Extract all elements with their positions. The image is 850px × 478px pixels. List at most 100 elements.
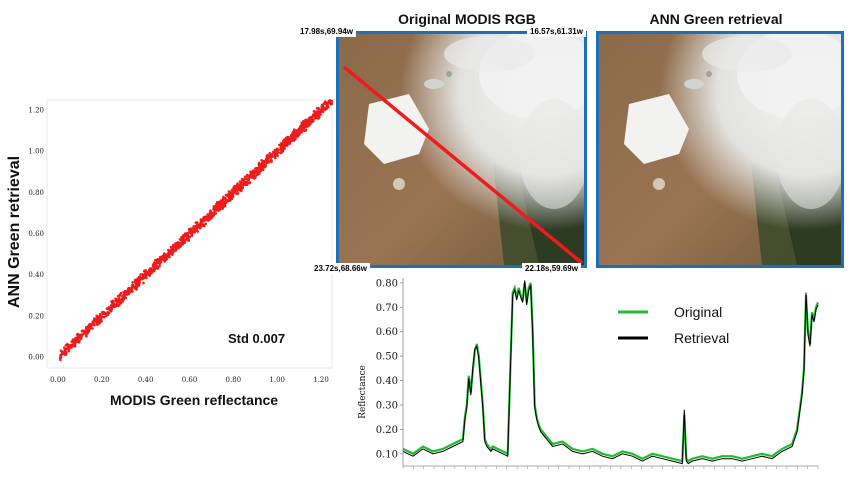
scatter-point bbox=[287, 141, 290, 145]
scatter-point bbox=[274, 156, 277, 160]
scatter-point bbox=[286, 139, 290, 142]
scatter-point bbox=[120, 297, 124, 301]
scatter-point bbox=[125, 291, 129, 295]
scatter-point bbox=[167, 254, 171, 257]
scatter-point bbox=[268, 152, 272, 155]
scatter-point bbox=[241, 179, 244, 183]
scatter-point bbox=[270, 159, 273, 162]
scatter-point bbox=[66, 342, 69, 346]
scatter-point bbox=[245, 173, 249, 177]
scatter-point bbox=[315, 114, 319, 117]
scatter-point bbox=[321, 108, 325, 111]
scatter-point bbox=[142, 281, 145, 285]
scatter-point bbox=[127, 292, 131, 296]
scatter-point bbox=[305, 123, 308, 126]
scatter-x-tick: 0.40 bbox=[138, 376, 154, 384]
scatter-point bbox=[80, 333, 83, 336]
scatter-point bbox=[283, 138, 286, 141]
scatter-y-tick: 0.00 bbox=[28, 354, 44, 362]
scatter-point bbox=[63, 346, 66, 349]
std-label: Std 0.007 bbox=[228, 331, 286, 346]
scatter-point bbox=[118, 297, 121, 300]
scatter-point bbox=[216, 207, 219, 210]
scatter-point bbox=[221, 199, 225, 202]
coord-bottom-right: 22.18s,59.69w bbox=[522, 263, 581, 274]
legend-retrieval-label: Retrieval bbox=[674, 330, 729, 346]
scatter-point bbox=[316, 110, 320, 113]
scatter-point bbox=[232, 185, 236, 189]
original-image-title: Original MODIS RGB bbox=[398, 11, 536, 27]
scatter-point bbox=[261, 168, 265, 171]
coord-top-right: 16.57s,61.31w bbox=[527, 26, 586, 37]
scatter-point bbox=[103, 312, 107, 316]
scatter-point bbox=[106, 312, 109, 316]
scatter-point bbox=[252, 176, 255, 179]
scatter-point bbox=[290, 135, 294, 138]
scatter-point bbox=[172, 243, 175, 247]
scatter-point bbox=[310, 115, 314, 119]
scatter-point bbox=[179, 241, 183, 245]
scatter-point bbox=[300, 121, 304, 125]
scatter-point bbox=[91, 323, 95, 326]
scatter-point bbox=[156, 267, 160, 270]
scatter-point bbox=[215, 209, 219, 212]
line-series bbox=[402, 280, 820, 465]
original-modis-image bbox=[336, 31, 587, 268]
scatter-point bbox=[123, 292, 127, 295]
scatter-point bbox=[73, 345, 77, 348]
scatter-point bbox=[185, 235, 189, 238]
scatter-y-tick: 0.60 bbox=[28, 230, 44, 238]
scatter-point bbox=[202, 216, 205, 219]
line-legend: Original Retrieval bbox=[618, 304, 729, 346]
scatter-point bbox=[63, 349, 67, 353]
scatter-point bbox=[218, 208, 222, 211]
scatter-point bbox=[247, 182, 251, 185]
scatter-point bbox=[206, 219, 209, 222]
scatter-point bbox=[296, 135, 299, 138]
scatter-point bbox=[103, 315, 106, 319]
scatter-ticks: 0.00 0.20 0.40 0.60 0.80 1.00 1.20 0.00 0.20 0.40… bbox=[28, 106, 328, 384]
scatter-point bbox=[226, 199, 230, 203]
scatter-point-cloud bbox=[58, 99, 334, 362]
scatter-point bbox=[209, 210, 213, 214]
scatter-point bbox=[135, 288, 138, 291]
transect-line bbox=[342, 65, 584, 265]
scatter-point bbox=[301, 127, 304, 131]
scatter-point bbox=[123, 295, 126, 299]
scatter-point bbox=[250, 172, 254, 175]
scatter-point bbox=[131, 281, 134, 284]
scatter-point bbox=[96, 321, 99, 324]
scatter-point bbox=[110, 304, 114, 307]
line-y-tick: 0.30 bbox=[376, 400, 398, 411]
scatter-point bbox=[175, 244, 178, 248]
scatter-point bbox=[279, 144, 283, 148]
series-original bbox=[402, 282, 820, 463]
scatter-point bbox=[170, 248, 173, 252]
scatter-point bbox=[177, 242, 180, 245]
original-image-art bbox=[339, 34, 584, 265]
scatter-plot: 0.00 0.20 0.40 0.60 0.80 1.00 1.20 0.00 0.20 0.40… bbox=[28, 99, 334, 384]
transect-line-chart: Reflectance 0.10 0.20 0.30 0.40 0.50 0.60 0.70… bbox=[358, 278, 820, 469]
scatter-point bbox=[174, 249, 177, 252]
scatter-point bbox=[269, 155, 273, 159]
scatter-point bbox=[115, 303, 118, 306]
retrieval-image-art bbox=[599, 34, 841, 265]
line-y-tick: 0.80 bbox=[376, 278, 398, 289]
scatter-point bbox=[158, 257, 162, 260]
scatter-point bbox=[237, 183, 240, 187]
scatter-point bbox=[119, 291, 123, 295]
scatter-point bbox=[211, 215, 214, 218]
scatter-point bbox=[271, 150, 275, 154]
scatter-point bbox=[242, 183, 245, 187]
scatter-point bbox=[118, 303, 121, 306]
scatter-y-tick: 0.20 bbox=[28, 312, 44, 320]
scatter-point bbox=[72, 338, 75, 341]
scatter-point bbox=[284, 141, 288, 145]
scatter-point bbox=[182, 235, 185, 238]
scatter-point bbox=[79, 337, 83, 340]
scatter-point bbox=[232, 190, 236, 194]
scatter-point bbox=[261, 160, 265, 164]
series-retrieval bbox=[402, 280, 819, 465]
scatter-point bbox=[196, 230, 200, 233]
scatter-point bbox=[83, 329, 86, 333]
